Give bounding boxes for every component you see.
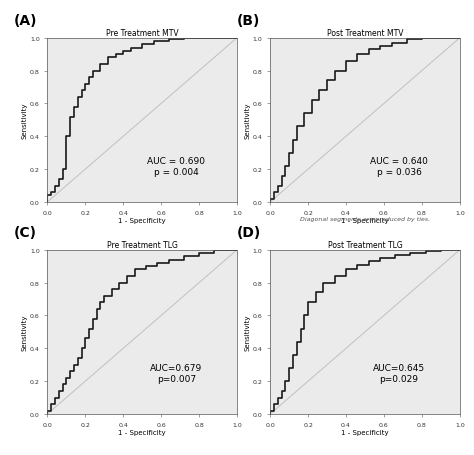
- Text: AUC=0.645
p=0.029: AUC=0.645 p=0.029: [373, 364, 425, 383]
- X-axis label: 1 - Specificity: 1 - Specificity: [341, 429, 389, 435]
- Y-axis label: Sensitivity: Sensitivity: [22, 314, 28, 350]
- Text: AUC = 0.690
p = 0.004: AUC = 0.690 p = 0.004: [147, 157, 205, 176]
- Text: (B): (B): [237, 14, 260, 28]
- Text: (D): (D): [237, 225, 261, 239]
- X-axis label: 1 - Specificity: 1 - Specificity: [118, 217, 166, 223]
- Y-axis label: Sensitivity: Sensitivity: [245, 314, 251, 350]
- Text: (A): (A): [14, 14, 38, 28]
- Text: Diagonal segments are produced by ties.: Diagonal segments are produced by ties.: [300, 216, 430, 221]
- Y-axis label: Sensitivity: Sensitivity: [245, 102, 251, 139]
- Text: AUC=0.679
p=0.007: AUC=0.679 p=0.007: [150, 364, 202, 383]
- Title: Post Treatment MTV: Post Treatment MTV: [327, 29, 403, 38]
- Text: (C): (C): [14, 225, 37, 239]
- Title: Pre Treatment TLG: Pre Treatment TLG: [107, 241, 178, 249]
- X-axis label: 1 - Specificity: 1 - Specificity: [341, 217, 389, 223]
- Title: Pre Treatment MTV: Pre Treatment MTV: [106, 29, 179, 38]
- Text: AUC = 0.640
p = 0.036: AUC = 0.640 p = 0.036: [370, 157, 428, 176]
- X-axis label: 1 - Specificity: 1 - Specificity: [118, 429, 166, 435]
- Title: Post Treatment TLG: Post Treatment TLG: [328, 241, 402, 249]
- Y-axis label: Sensitivity: Sensitivity: [22, 102, 28, 139]
